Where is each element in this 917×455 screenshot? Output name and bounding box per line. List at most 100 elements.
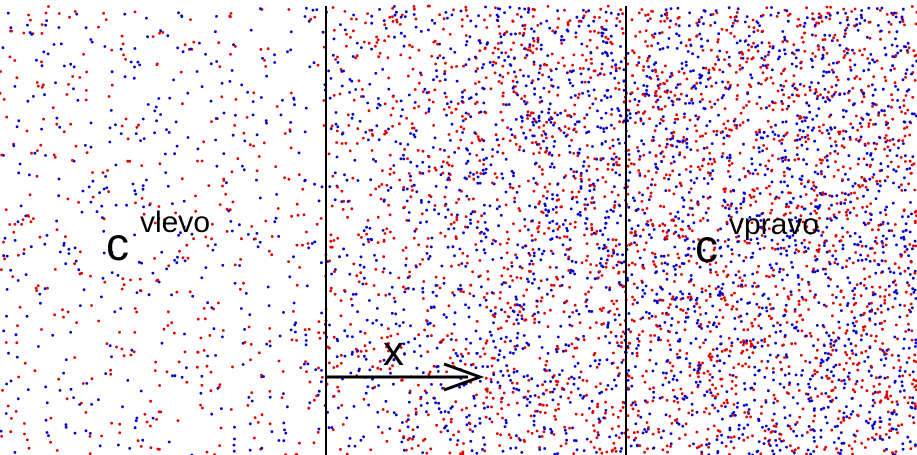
particle-dot: [809, 212, 813, 216]
particle-dot: [491, 155, 494, 158]
particle-dot: [833, 386, 837, 389]
particle-dot: [775, 195, 778, 199]
particle-dot: [766, 360, 770, 363]
particle-dot: [603, 195, 607, 199]
particle-dot: [327, 69, 330, 73]
particle-dot: [905, 68, 909, 72]
particle-dot: [714, 81, 718, 85]
particle-dot: [796, 402, 799, 405]
particle-dot: [297, 151, 301, 155]
particle-dot: [627, 435, 630, 439]
particle-dot: [632, 431, 636, 435]
particle-dot: [731, 252, 734, 256]
particle-dot: [620, 335, 623, 338]
particle-dot: [850, 447, 854, 451]
particle-dot: [538, 446, 541, 449]
particle-dot: [745, 339, 749, 343]
particle-dot: [374, 71, 378, 75]
particle-dot: [654, 271, 657, 275]
particle-dot: [708, 292, 712, 296]
particle-dot: [883, 208, 887, 212]
particle-dot: [709, 24, 712, 27]
particle-dot: [592, 446, 596, 449]
particle-dot: [874, 432, 878, 436]
particle-dot: [855, 17, 858, 21]
particle-dot: [746, 328, 750, 332]
particle-dot: [499, 291, 502, 294]
particle-dot: [654, 165, 658, 169]
particle-dot: [438, 79, 442, 83]
particle-dot: [320, 369, 323, 372]
particle-dot: [364, 357, 368, 361]
particle-dot: [795, 88, 799, 92]
particle-dot: [308, 401, 312, 405]
particle-dot: [681, 297, 685, 300]
particle-dot: [268, 327, 272, 330]
particle-dot: [627, 328, 631, 331]
particle-dot: [356, 310, 359, 313]
particle-dot: [816, 395, 820, 398]
particle-dot: [732, 21, 735, 25]
particle-dot: [45, 431, 49, 434]
particle-dot: [544, 204, 547, 208]
particle-dot: [183, 259, 187, 263]
particle-dot: [472, 177, 476, 181]
particle-dot: [737, 234, 740, 238]
particle-dot: [494, 6, 497, 10]
particle-dot: [27, 13, 30, 17]
particle-dot: [11, 275, 15, 278]
particle-dot: [421, 290, 425, 294]
particle-dot: [612, 210, 615, 213]
particle-dot: [528, 262, 532, 266]
particle-dot: [617, 313, 621, 317]
particle-dot: [805, 116, 808, 119]
particle-dot: [551, 252, 555, 256]
particle-dot: [91, 179, 95, 183]
particle-dot: [478, 49, 482, 53]
particle-dot: [751, 172, 755, 176]
particle-dot: [218, 444, 222, 447]
particle-dot: [327, 152, 331, 156]
particle-dot: [426, 309, 430, 313]
particle-dot: [391, 364, 394, 368]
particle-dot: [475, 451, 479, 455]
particle-dot: [548, 102, 552, 106]
particle-dot: [2, 254, 6, 258]
particle-dot: [738, 178, 741, 182]
particle-dot: [852, 206, 856, 210]
particle-dot: [763, 221, 767, 225]
particle-dot: [64, 358, 68, 361]
particle-dot: [606, 162, 610, 166]
particle-dot: [673, 94, 677, 97]
particle-dot: [869, 163, 872, 167]
particle-dot: [845, 415, 849, 418]
particle-dot: [598, 391, 601, 395]
particle-dot: [405, 257, 408, 260]
particle-dot: [40, 328, 43, 331]
particle-dot: [46, 52, 50, 56]
particle-dot: [696, 371, 699, 375]
particle-dot: [669, 137, 672, 141]
particle-dot: [830, 218, 833, 222]
particle-dot: [527, 280, 530, 283]
particle-dot: [746, 410, 750, 414]
particle-dot: [888, 149, 892, 152]
particle-dot: [714, 270, 718, 274]
particle-dot: [58, 389, 62, 392]
particle-dot: [552, 165, 556, 169]
particle-dot: [706, 325, 710, 328]
particle-dot: [117, 443, 120, 447]
particle-dot: [718, 294, 722, 297]
particle-dot: [40, 23, 44, 26]
particle-dot: [566, 71, 569, 75]
particle-dot: [797, 299, 801, 303]
particle-dot: [704, 312, 708, 315]
particle-dot: [110, 83, 114, 87]
particle-dot: [332, 366, 336, 369]
particle-dot: [296, 213, 300, 217]
particle-dot: [604, 265, 608, 269]
particle-dot: [868, 346, 872, 350]
particle-dot: [641, 193, 644, 197]
particle-dot: [444, 215, 447, 219]
particle-dot: [788, 200, 792, 204]
